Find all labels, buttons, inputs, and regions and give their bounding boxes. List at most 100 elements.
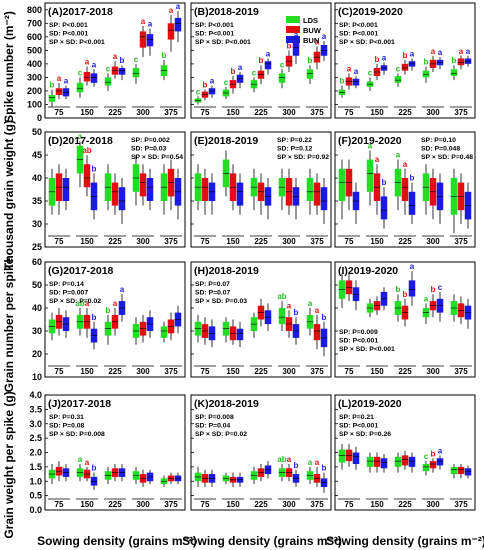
y-tick-label: 4.0: [29, 390, 42, 400]
category-label: 375: [310, 500, 324, 509]
significance-letter: b: [287, 41, 292, 50]
category-label: 300: [136, 367, 150, 376]
panel-stat: SD: P=0.12: [277, 146, 313, 153]
panel-stat: SP × SD: P=0.02: [195, 431, 247, 438]
y-tick-label: 0: [37, 113, 42, 123]
significance-letter: a: [141, 17, 146, 26]
significance-letter: a: [176, 2, 181, 11]
panel-frame: [44, 261, 186, 378]
panel-stat: SP: P<0.001: [195, 22, 234, 29]
significance-letter: c: [78, 68, 83, 77]
significance-letter: a: [85, 58, 90, 67]
significance-letter: c: [368, 68, 373, 77]
box-buw: [401, 63, 409, 71]
category-label: 375: [454, 367, 468, 376]
box-buw: [401, 178, 409, 201]
panel-stat: SP × SD: P=0.03: [195, 298, 247, 305]
significance-letter: a: [410, 262, 415, 271]
panel-stat: SP: P<0.001: [339, 22, 378, 29]
panel-title: (I)2019-2020: [338, 265, 398, 277]
row-ylabel-3: Grain number per spike: [2, 257, 16, 392]
significance-letter: b: [92, 464, 97, 473]
category-label: 150: [370, 237, 384, 246]
significance-letter: a: [315, 306, 320, 315]
box-lds: [306, 69, 314, 79]
legend-swatch-bun: [286, 36, 300, 43]
significance-letter: a: [322, 32, 327, 41]
box-lds: [394, 76, 402, 83]
panel-frame: [190, 131, 332, 248]
panel-stat: SP: P=0.10: [421, 137, 456, 144]
box-buw: [55, 88, 63, 95]
box-lds: [160, 326, 168, 338]
significance-letter: a: [92, 60, 97, 69]
significance-letter: c: [424, 452, 429, 461]
significance-letter: a: [78, 132, 83, 141]
significance-letter: a: [431, 47, 436, 56]
panel-stat: SP: P=0.009: [339, 329, 378, 336]
panel-frame: [190, 2, 332, 119]
significance-letter: a: [354, 67, 359, 76]
panel-e: 75 150 225 300 375 (E)2018-2019 SP: P=0.22 SD: …: [190, 131, 332, 248]
box-buw: [201, 91, 209, 98]
significance-letter: b: [162, 51, 167, 60]
significance-letter: ab: [277, 292, 286, 301]
box-lds: [48, 95, 56, 102]
panel-title: (H)2018-2019: [194, 265, 259, 277]
box-lds: [394, 456, 402, 467]
significance-letter: c: [134, 55, 139, 64]
panel-stat: SP × SD: P<0.001: [49, 39, 105, 46]
panel-stat: SD: P=0.08: [49, 423, 85, 430]
panel-stat: SP: P=0.008: [195, 414, 234, 421]
significance-letter: a: [85, 299, 90, 308]
category-label: 225: [398, 367, 412, 376]
box-bun: [352, 78, 360, 86]
significance-letter: a: [315, 37, 320, 46]
significance-letter: b: [410, 174, 415, 183]
y-tick-label: 0.0: [29, 505, 42, 515]
box-bun: [352, 452, 360, 464]
panel-stat: SP × SD: P=0.48: [421, 154, 473, 161]
panel-frame: [334, 131, 476, 248]
panel-stat: SP × SD: P=0.26: [339, 431, 391, 438]
significance-letter: b: [424, 58, 429, 67]
significance-letter: b: [203, 81, 208, 90]
category-label: 75: [345, 500, 354, 509]
box-lds: [278, 73, 286, 83]
category-label: 225: [254, 500, 268, 509]
panel-stat: SP: P=0.22: [277, 137, 312, 144]
panel-title: (L)2019-2020: [338, 398, 402, 410]
significance-letter: a: [85, 458, 90, 467]
category-label: 150: [226, 108, 240, 117]
panel-stat: SP: P<0.001: [49, 22, 88, 29]
category-label: 225: [254, 237, 268, 246]
significance-letter: b: [322, 464, 327, 473]
panel-stat: SP × SD: P=0.92: [277, 154, 329, 161]
significance-letter: b: [120, 56, 125, 65]
category-label: 75: [345, 108, 354, 117]
box-buw: [429, 461, 437, 469]
category-label: 375: [454, 500, 468, 509]
significance-letter: b: [231, 67, 236, 76]
significance-letter: a: [438, 48, 443, 57]
significance-letter: a: [148, 20, 153, 29]
panel-title: (C)2019-2020: [338, 6, 403, 18]
panel-frame: [334, 2, 476, 119]
y-tick-label: 100: [27, 99, 42, 109]
panel-stat: SP: P=0.31: [49, 414, 84, 421]
panel-stat: SP × SD: P=0.54: [131, 154, 183, 161]
significance-letter: a: [424, 294, 429, 303]
box-buw: [401, 455, 409, 466]
y-tick-label: 1.0: [29, 476, 42, 486]
significance-letter: a: [308, 299, 313, 308]
box-bun: [464, 468, 472, 476]
significance-letter: b: [50, 81, 55, 90]
significance-letter: b: [431, 285, 436, 294]
y-tick-label: 2.5: [29, 433, 42, 443]
box-buw: [111, 182, 119, 206]
significance-letter: a: [466, 47, 471, 56]
panel-stat: SP: P=0.002: [131, 137, 170, 144]
